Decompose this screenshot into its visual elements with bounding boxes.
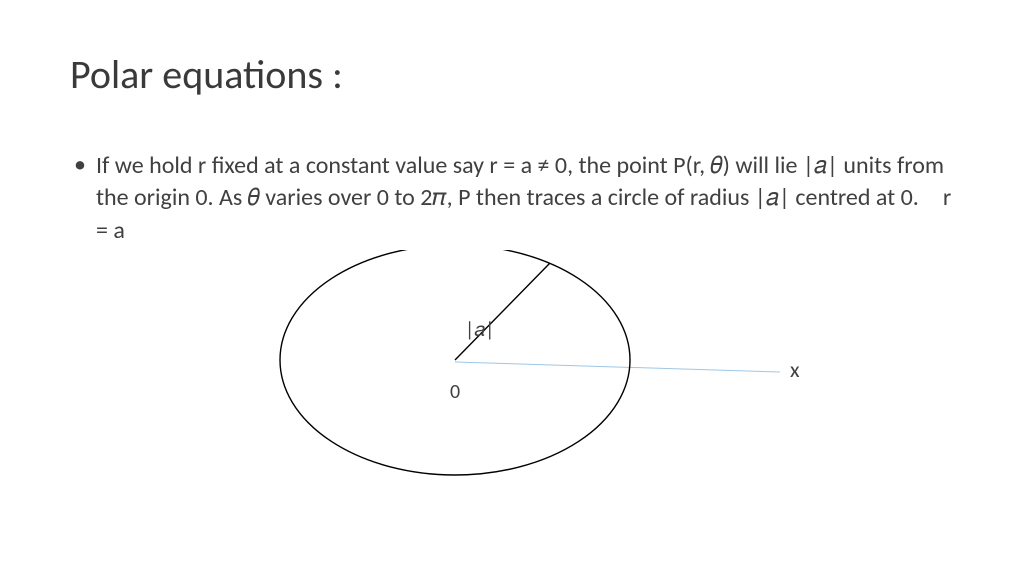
label-origin: 0 bbox=[450, 380, 460, 404]
radius-line bbox=[455, 263, 550, 360]
body-text: If we hold r fixed at a constant value s… bbox=[96, 150, 956, 247]
label-a-abs: |𝑎| bbox=[465, 318, 494, 342]
diagram-circle: |𝑎| 0 x bbox=[260, 250, 820, 510]
diagram-svg bbox=[260, 250, 820, 510]
x-axis-line bbox=[455, 362, 780, 372]
slide-title: Polar equations : bbox=[70, 50, 343, 99]
label-x: x bbox=[790, 356, 800, 383]
slide: Polar equations : • If we hold r fixed a… bbox=[0, 0, 1024, 576]
bullet-glyph: • bbox=[74, 150, 86, 179]
